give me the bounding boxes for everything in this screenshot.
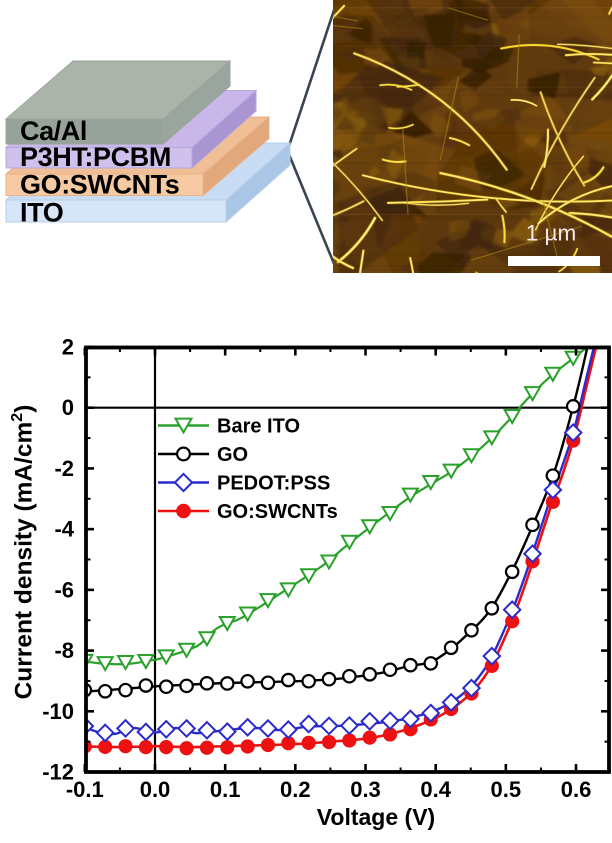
- svg-text:Current density (mA/cm2): Current density (mA/cm2): [9, 405, 38, 700]
- svg-text:GO:SWCNTs: GO:SWCNTs: [217, 501, 338, 523]
- svg-text:0.0: 0.0: [140, 777, 171, 802]
- svg-text:-0.1: -0.1: [66, 777, 104, 802]
- svg-text:GO:SWCNTs: GO:SWCNTs: [20, 170, 179, 200]
- svg-text:Ca/Al: Ca/Al: [20, 116, 87, 146]
- svg-text:0.3: 0.3: [350, 777, 381, 802]
- svg-text:-4: -4: [54, 517, 74, 542]
- svg-text:-8: -8: [54, 638, 74, 663]
- svg-text:Bare ITO: Bare ITO: [217, 416, 300, 438]
- svg-text:-12: -12: [42, 760, 74, 785]
- svg-text:GO: GO: [217, 444, 248, 466]
- svg-text:-2: -2: [54, 456, 74, 481]
- svg-text:1 µm: 1 µm: [526, 221, 576, 246]
- svg-text:0.2: 0.2: [280, 777, 311, 802]
- svg-text:0.1: 0.1: [210, 777, 241, 802]
- svg-text:P3HT:PCBM: P3HT:PCBM: [20, 142, 171, 172]
- svg-text:0.5: 0.5: [491, 777, 522, 802]
- svg-text:2: 2: [62, 334, 74, 359]
- svg-text:PEDOT:PSS: PEDOT:PSS: [217, 473, 330, 495]
- svg-text:-10: -10: [42, 699, 74, 724]
- svg-text:ITO: ITO: [20, 198, 63, 228]
- svg-text:0: 0: [62, 395, 74, 420]
- svg-text:0.6: 0.6: [561, 777, 592, 802]
- svg-text:-6: -6: [54, 577, 74, 602]
- svg-text:Voltage (V): Voltage (V): [317, 804, 435, 830]
- svg-text:0.4: 0.4: [420, 777, 451, 802]
